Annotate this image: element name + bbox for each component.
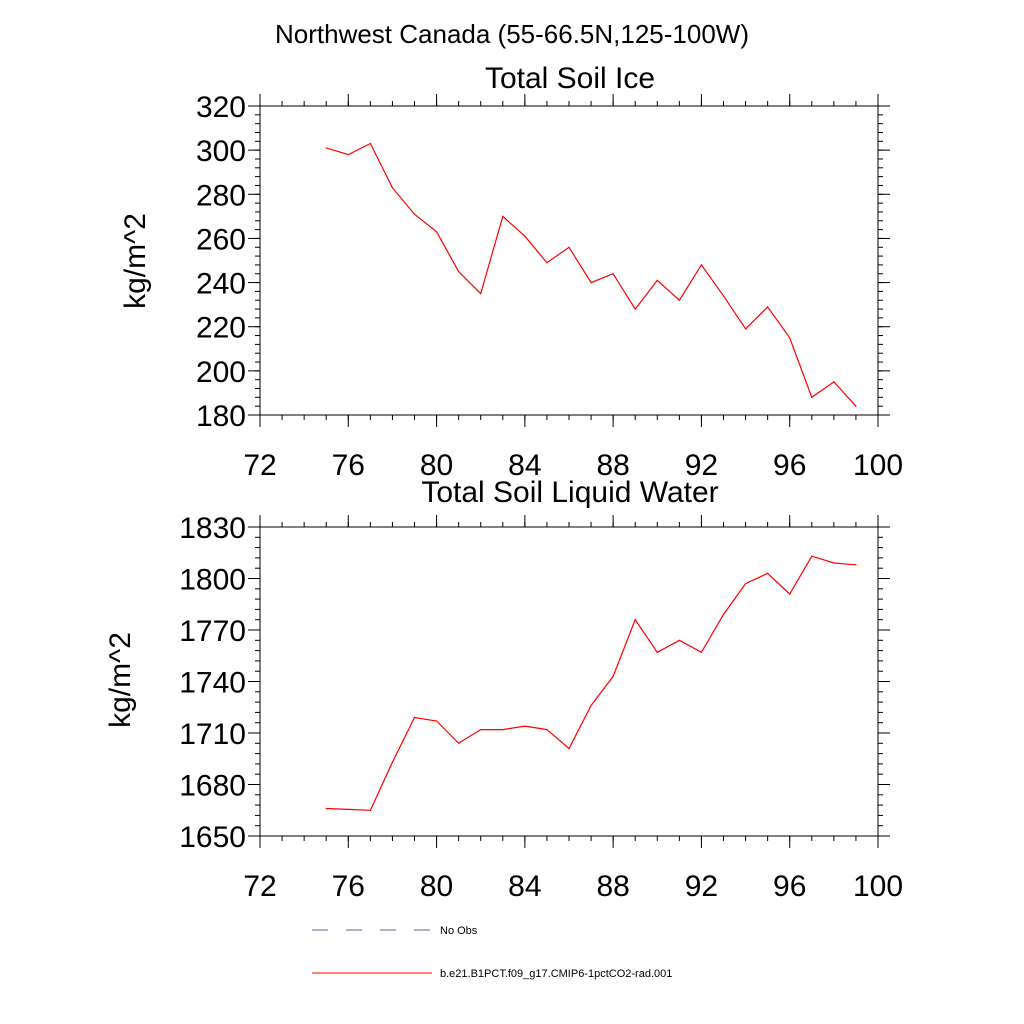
data-point — [458, 742, 460, 744]
data-point — [612, 675, 614, 677]
data-point — [480, 293, 482, 295]
data-point — [524, 235, 526, 237]
y-tick-label: 320 — [196, 91, 246, 124]
x-tick-label: 84 — [508, 449, 541, 482]
data-point — [347, 153, 349, 156]
data-point — [833, 381, 835, 383]
data-point — [458, 270, 460, 273]
data-point — [391, 761, 394, 763]
y-tick-label: 180 — [196, 400, 246, 433]
chart-total-soil-liquid-water: Total Soil Liquid Water kg/m^2 72 76 80 84 8… — [104, 476, 903, 903]
y-tick-label: 1770 — [179, 615, 246, 648]
x-tick-label: 80 — [420, 870, 453, 903]
data-point — [744, 583, 747, 585]
data-point — [568, 747, 570, 750]
y-tick-label: 220 — [196, 312, 246, 345]
data-point — [767, 306, 769, 308]
y-tick-label: 1800 — [179, 564, 246, 597]
y-tick-label: 260 — [196, 223, 246, 256]
y-axis-label: kg/m^2 — [104, 632, 137, 728]
data-point — [634, 308, 636, 310]
data-point — [789, 593, 791, 595]
data-point — [435, 231, 438, 233]
y-tick-label: 1650 — [179, 821, 246, 854]
y-tick-label: 300 — [196, 135, 246, 168]
data-point — [502, 728, 504, 731]
x-tick-label: 88 — [596, 870, 629, 903]
x-tick-label: 72 — [243, 449, 276, 482]
data-point — [413, 213, 416, 215]
data-point — [678, 299, 680, 301]
legend-label-model-run: b.e21.B1PCT.f09_g17.CMIP6-1pctCO2-rad.00… — [440, 968, 672, 980]
y-tick-label: 240 — [196, 268, 246, 301]
x-tick-label: 96 — [773, 870, 806, 903]
x-tick-label: 80 — [420, 449, 453, 482]
data-point — [413, 716, 416, 719]
data-point — [347, 808, 349, 810]
y-axis-label: kg/m^2 — [119, 213, 152, 309]
data-point — [722, 613, 725, 616]
y-tick-label: 1830 — [179, 512, 246, 545]
data-point — [480, 728, 482, 731]
series-line — [326, 555, 856, 811]
data-point — [546, 262, 548, 264]
y-tick-label: 280 — [196, 179, 246, 212]
data-point — [325, 147, 327, 149]
series-line — [326, 142, 857, 407]
data-point — [325, 807, 327, 810]
data-point — [634, 619, 636, 621]
data-point — [811, 555, 813, 557]
data-point — [656, 651, 658, 653]
data-point — [590, 281, 592, 284]
chart-title: Total Soil Ice — [485, 62, 655, 95]
data-point — [855, 405, 857, 407]
y-tick-label: 1740 — [179, 667, 246, 700]
data-point — [524, 725, 526, 727]
legend-label-no-obs: No Obs — [440, 925, 478, 937]
data-point — [369, 809, 371, 811]
data-point — [722, 295, 725, 297]
data-point — [502, 215, 504, 217]
x-tick-label: 76 — [332, 870, 365, 903]
x-tick-label: 96 — [773, 449, 806, 482]
legend: No Obs b.e21.B1PCT.f09_g17.CMIP6-1pctCO2… — [312, 925, 672, 980]
data-point — [789, 337, 791, 339]
chart-title: Total Soil Liquid Water — [421, 476, 718, 509]
x-tick-label: 84 — [508, 870, 541, 903]
data-point — [767, 572, 769, 574]
data-point — [700, 264, 703, 266]
x-tick-label: 76 — [332, 449, 365, 482]
data-point — [568, 246, 570, 248]
data-point — [590, 704, 592, 707]
x-tick-label: 72 — [243, 870, 276, 903]
chart-total-soil-ice: Total Soil Ice kg/m^2 72 76 80 84 88 92 96 100 1… — [119, 62, 903, 482]
data-point — [700, 651, 703, 653]
data-point — [678, 639, 680, 641]
data-point — [391, 187, 394, 189]
x-tick-label: 92 — [685, 870, 718, 903]
data-point — [833, 562, 835, 564]
plot-frame — [259, 526, 879, 837]
data-point — [369, 142, 371, 145]
data-point — [855, 564, 857, 566]
data-point — [612, 273, 614, 275]
y-tick-label: 1710 — [179, 718, 246, 751]
data-point — [744, 328, 747, 330]
data-point — [811, 396, 813, 398]
y-tick-label: 1680 — [179, 770, 246, 803]
x-tick-label: 100 — [853, 449, 903, 482]
data-point — [546, 728, 548, 731]
y-tick-label: 200 — [196, 356, 246, 389]
x-tick-label: 88 — [596, 449, 629, 482]
data-point — [435, 720, 438, 722]
data-point — [656, 279, 658, 281]
x-tick-label: 100 — [853, 870, 903, 903]
x-tick-label: 92 — [685, 449, 718, 482]
figure-title: Northwest Canada (55-66.5N,125-100W) — [275, 19, 749, 49]
